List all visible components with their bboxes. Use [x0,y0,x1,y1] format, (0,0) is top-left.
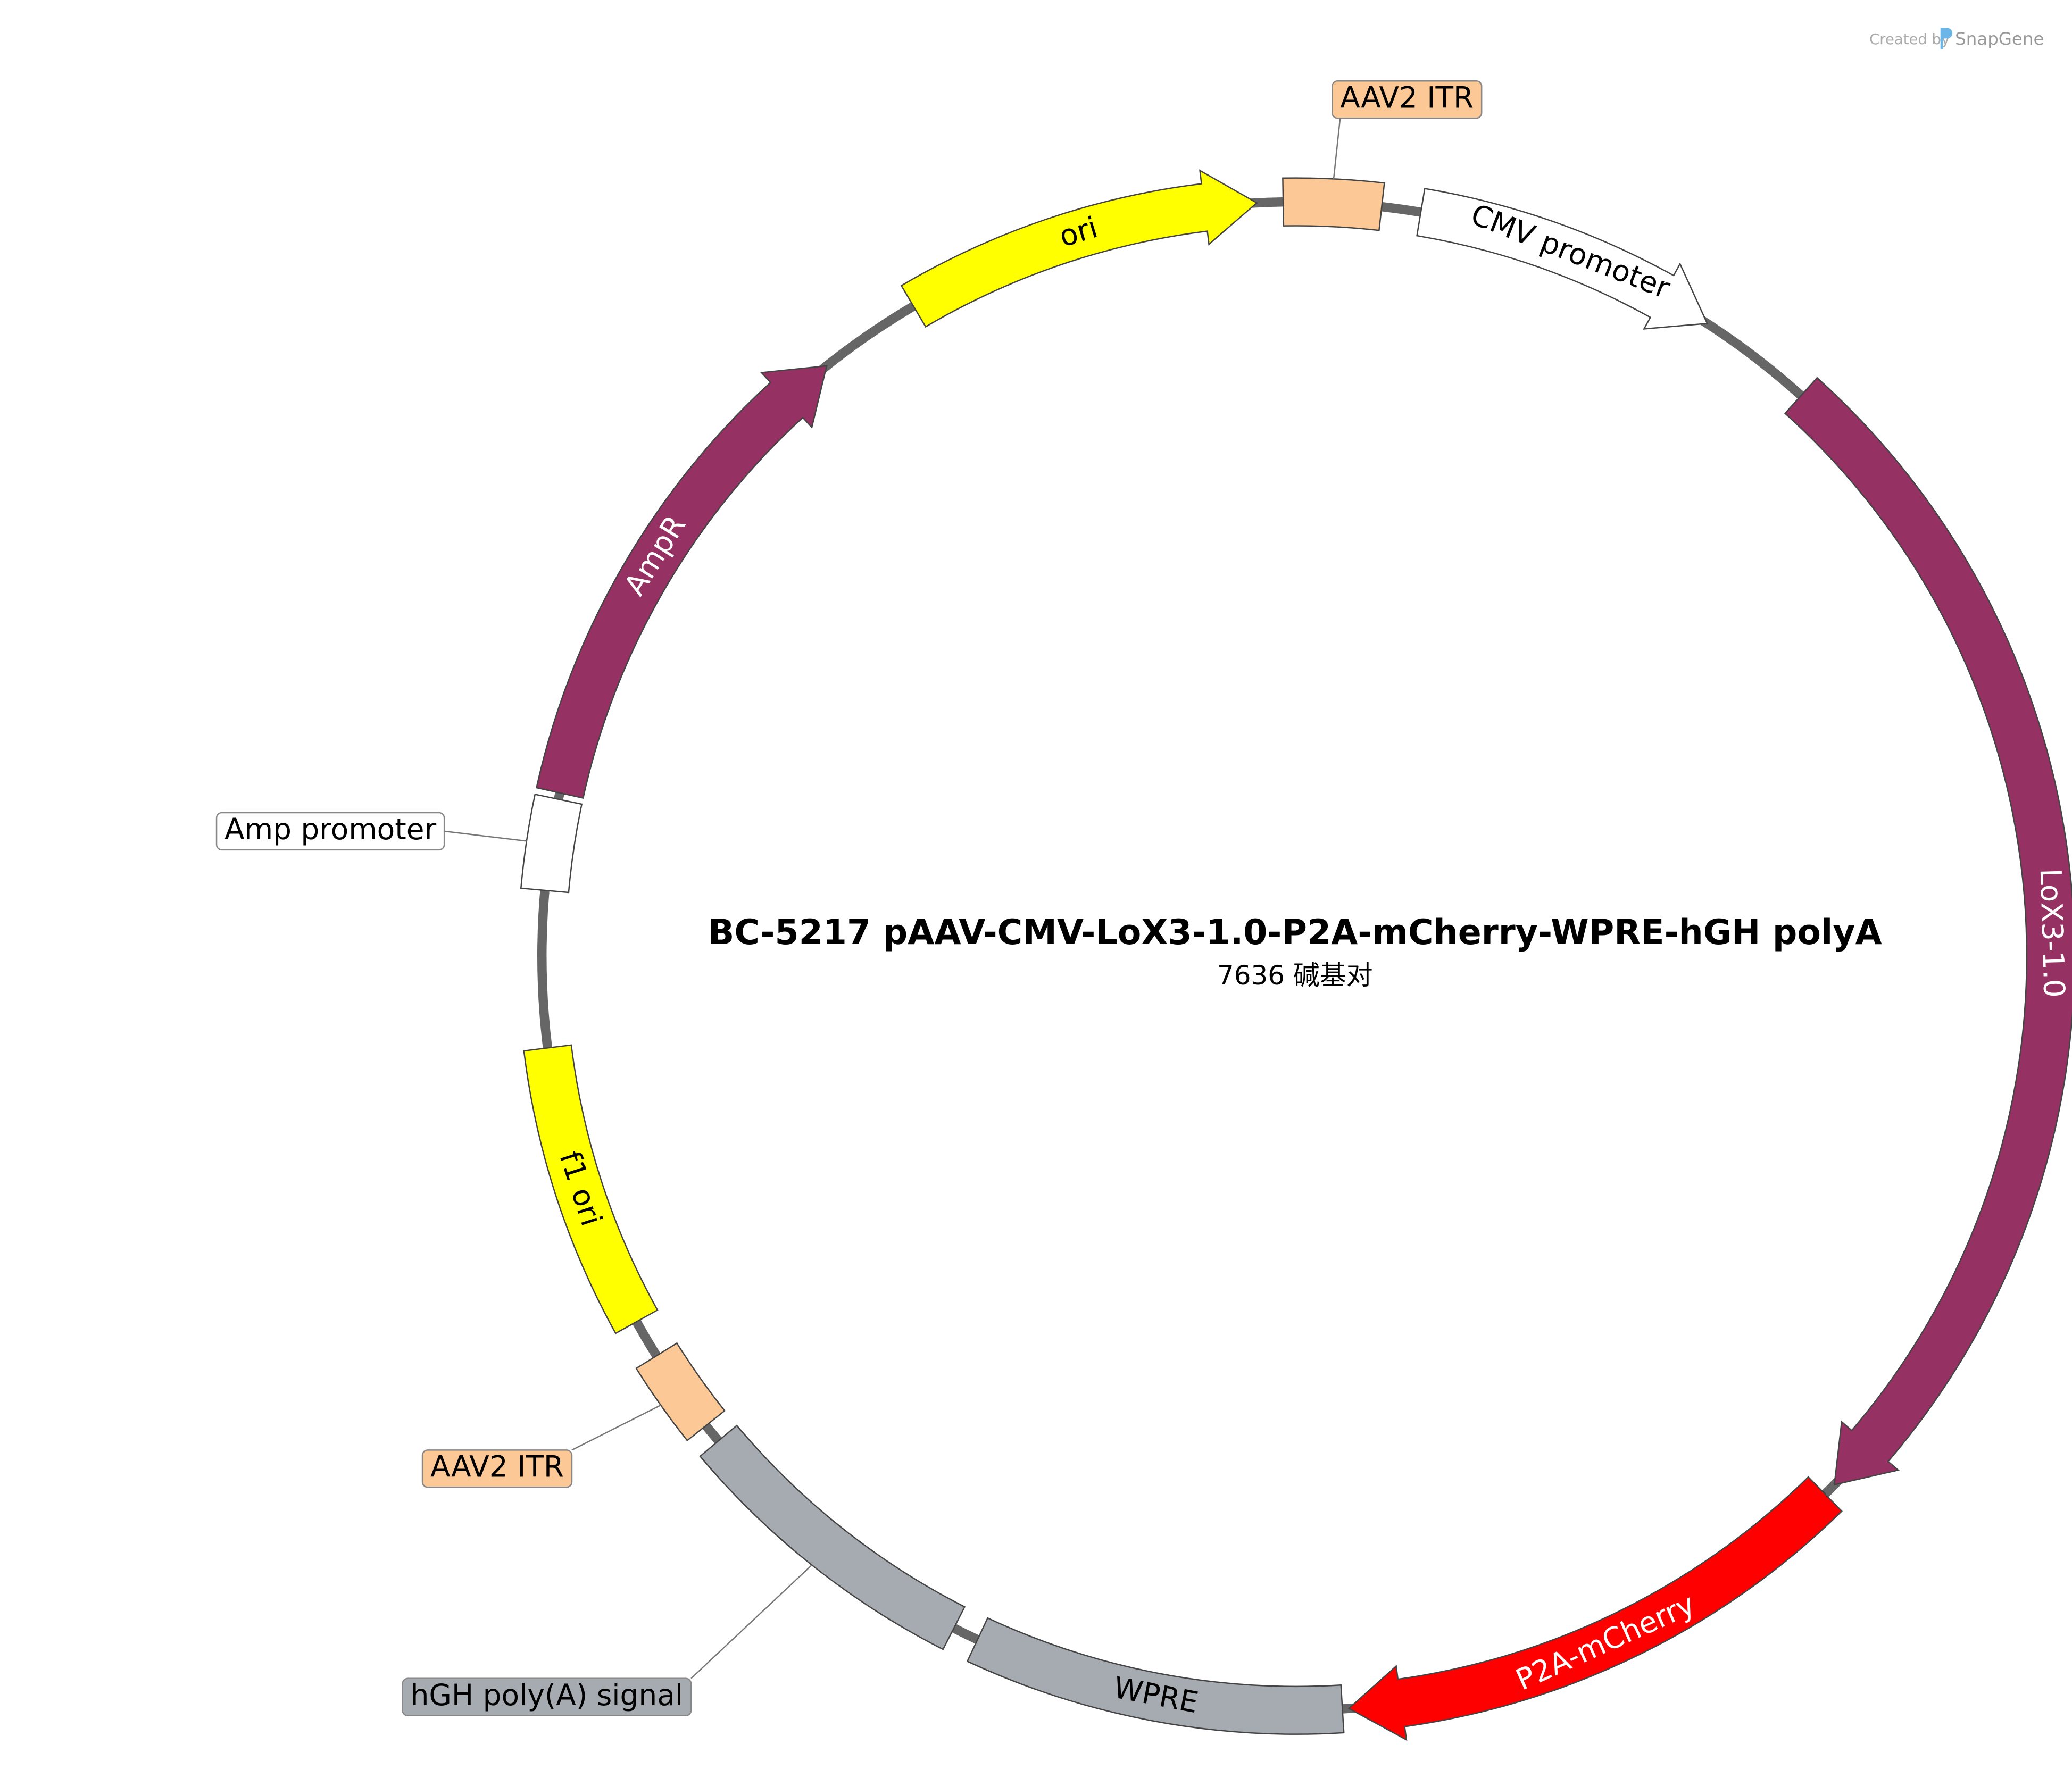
feature-arc [520,794,583,894]
feature-arc [1784,377,2072,1486]
label-box [402,1677,692,1716]
leader-line [1333,118,1341,179]
credit-brand: SnapGene [1955,29,2044,49]
feature-arc [900,169,1258,328]
feature-label: AAV2 ITR [430,1449,564,1483]
feature-arc [523,1044,659,1334]
credit-logo [1940,28,1953,49]
feature-label: hGH poly(A) signal [411,1678,684,1712]
feature-arc [1347,1476,1843,1741]
feature-arc [1282,177,1385,231]
label-box [1332,80,1483,119]
map-size: 7636 碱基对 [1217,960,1373,991]
feature-label: LoX3-1.0 [2034,868,2071,998]
feature-arc [1416,188,1709,330]
leader-line [444,830,527,842]
map-title: BC-5217 pAAV-CMV-LoX3-1.0-P2A-mCherry-WP… [708,913,1882,953]
leader-line [571,1404,661,1451]
feature-arc [635,1342,726,1442]
feature-arc [699,1424,966,1650]
credit-text: Created by [1869,31,1950,48]
leader-line [690,1564,812,1679]
feature-label: Amp promoter [224,812,437,846]
feature-label: P2A-mCherry [1511,1587,1700,1697]
feature-arc [966,1617,1345,1735]
feature-arc [536,365,828,799]
label-box [421,1449,573,1488]
feature-label: AAV2 ITR [1340,80,1474,114]
